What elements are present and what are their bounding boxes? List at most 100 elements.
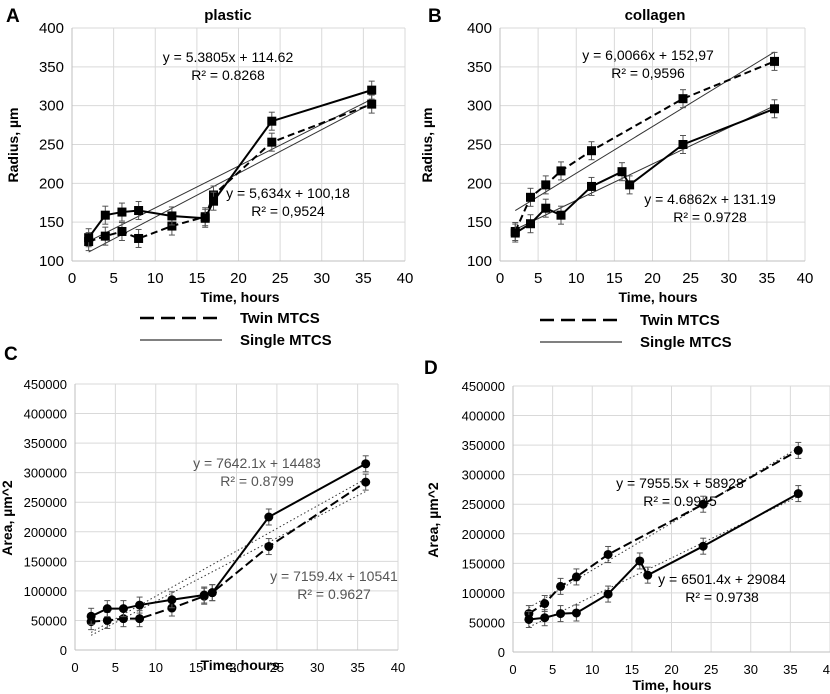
x-tick-label: 20 [644,270,661,287]
y-tick-label: 350000 [462,438,505,453]
data-point [361,459,371,469]
x-tick-label: 5 [112,660,119,675]
x-tick-label: 35 [350,660,364,675]
y-tick-label: 300000 [462,468,505,483]
y-tick-label: 400 [467,20,492,37]
data-point [267,116,277,126]
x-tick-label: 25 [682,270,699,287]
y-tick-label: 250000 [462,497,505,512]
x-tick-label: 15 [606,270,623,287]
y-tick-label: 150 [467,214,492,231]
x-tick-label: 0 [71,660,78,675]
x-tick-label: 35 [355,270,372,287]
data-point [540,599,550,609]
data-point [678,140,688,149]
data-point [134,206,144,216]
data-point [135,614,145,624]
trendline [514,51,775,211]
legend: Twin MTCS Single MTCS [540,312,732,351]
trendline-r-squared: R² = 0.9728 [673,209,747,225]
y-tick-label: 200000 [462,527,505,542]
data-point [134,233,144,243]
x-tick-label: 25 [272,270,289,287]
x-tick-label: 5 [549,662,556,677]
data-point [167,595,177,605]
y-tick-label: 100000 [24,584,67,599]
data-point [541,203,551,213]
data-point [264,512,274,522]
series-line-twin [88,103,373,243]
data-point [84,233,94,243]
x-tick-label: 40 [823,662,830,677]
y-tick-label: 150000 [462,556,505,571]
data-point [526,192,535,202]
legend-label-twin: Twin MTCS [240,310,320,327]
data-point [556,210,566,220]
chart-title: plastic [204,7,252,24]
panel-letter: C [4,344,18,365]
trendline-r-squared: R² = 0.9945 [643,493,717,509]
y-tick-label: 100000 [462,586,505,601]
data-point [587,181,596,191]
x-tick-label: 25 [270,660,284,675]
y-tick-label: 150 [39,214,64,231]
data-point [698,541,708,551]
trendline-equation: y = 5,634x + 100,18 [226,185,350,201]
legend-label-single: Single MTCS [640,334,732,351]
trendline-equation: y = 6501.4x + 29084 [658,571,786,587]
x-tick-label: 25 [704,662,718,677]
y-tick-label: 400000 [24,407,67,422]
legend-label-single: Single MTCS [240,332,332,349]
y-tick-label: 200 [467,175,492,192]
x-tick-label: 0 [496,270,504,287]
data-point [524,614,534,624]
data-point [267,137,277,147]
x-axis-title: Time, hours [632,677,711,693]
y-tick-label: 400000 [462,409,505,424]
data-point [603,589,613,599]
y-tick-label: 350 [467,59,492,76]
x-tick-label: 30 [313,270,330,287]
chart-panel-b: 0 5 10 15 20 25 30 35 40 100 150 200 250 300 350 400 B co… [419,6,813,305]
data-point [167,221,177,231]
y-tick-label: 400 [39,20,64,37]
y-tick-label: 150000 [24,554,67,569]
x-axis-title: Time, hours [200,289,279,305]
data-point [625,180,635,190]
data-point [526,219,535,229]
data-point [367,99,377,109]
data-point [698,499,708,509]
legend: Twin MTCS Single MTCS [140,310,332,349]
y-tick-label: 350 [39,59,64,76]
panel-letter: A [6,6,20,27]
data-point [643,570,653,580]
y-tick-label: 350000 [24,436,67,451]
y-axis-title: Area, µm^2 [425,482,441,558]
x-tick-label: 35 [783,662,797,677]
chart-panel-a: 0 5 10 15 20 25 30 35 40 100 150 200 250 300 350 400 A pl… [5,6,413,305]
x-axis-title: Time, hours [200,657,279,673]
x-tick-label: 10 [147,270,164,287]
data-point [678,94,688,104]
data-point [770,56,779,66]
trendline-r-squared: R² = 0.8799 [220,473,294,489]
data-point [102,615,112,625]
data-point [361,477,371,487]
panel-letter: D [424,358,438,379]
data-point [86,611,96,621]
x-tick-label: 10 [149,660,163,675]
data-point [118,604,128,614]
data-point [603,549,613,559]
x-tick-label: 15 [189,270,206,287]
y-axis-title: Radius, µm [5,108,21,183]
data-point [587,146,596,156]
y-tick-label: 250 [467,137,492,154]
y-tick-label: 450000 [462,379,505,394]
x-tick-label: 5 [109,270,117,287]
data-point [793,445,803,455]
data-point [207,588,217,598]
x-tick-label: 20 [664,662,678,677]
data-point [100,231,110,241]
x-tick-label: 40 [397,270,414,287]
y-axis-title: Area, µm^2 [0,480,15,556]
